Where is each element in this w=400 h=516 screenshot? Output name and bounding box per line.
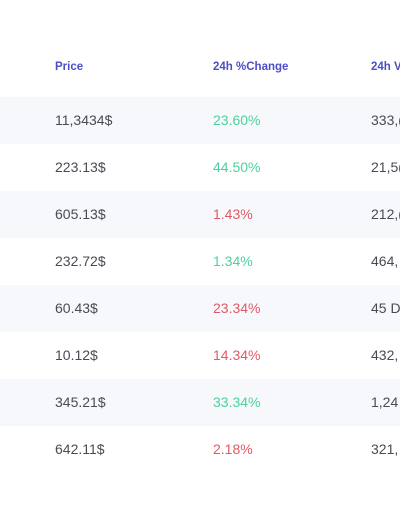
table-row[interactable]: 11,3434$ 23.60% 333,( xyxy=(0,97,400,144)
change-cell: 23.60% xyxy=(213,112,261,128)
market-table: Price 24h %Change 24h V 11,3434$ 23.60% 33… xyxy=(0,22,400,473)
change-cell: 14.34% xyxy=(213,347,261,363)
table-row[interactable]: 605.13$ 1.43% 212,( xyxy=(0,191,400,238)
table-row[interactable]: 345.21$ 33.34% 1,24 xyxy=(0,379,400,426)
volume-cell: 464, xyxy=(371,253,399,269)
price-cell: 605.13$ xyxy=(55,206,106,222)
column-header-24h-volume[interactable]: 24h V xyxy=(371,61,400,73)
price-cell: 11,3434$ xyxy=(55,112,113,128)
volume-cell: 1,24 xyxy=(371,394,399,410)
change-cell: 1.43% xyxy=(213,206,253,222)
table-body: 11,3434$ 23.60% 333,( 223.13$ 44.50% 21,5( 605… xyxy=(0,97,400,473)
table-header: Price 24h %Change 24h V xyxy=(0,22,400,97)
volume-cell: 333,( xyxy=(371,112,400,128)
table-row[interactable]: 60.43$ 23.34% 45 D xyxy=(0,285,400,332)
price-cell: 10.12$ xyxy=(55,347,98,363)
change-cell: 2.18% xyxy=(213,441,253,457)
volume-cell: 212,( xyxy=(371,206,400,222)
change-cell: 23.34% xyxy=(213,300,261,316)
table-row[interactable]: 232.72$ 1.34% 464, xyxy=(0,238,400,285)
change-cell: 33.34% xyxy=(213,394,261,410)
volume-cell: 321, xyxy=(371,441,399,457)
column-header-24h-change[interactable]: 24h %Change xyxy=(213,61,289,73)
volume-cell: 432, xyxy=(371,347,399,363)
price-cell: 642.11$ xyxy=(55,441,105,457)
volume-cell: 45 D xyxy=(371,300,400,316)
price-cell: 232.72$ xyxy=(55,253,106,269)
table-row[interactable]: 642.11$ 2.18% 321, xyxy=(0,426,400,473)
price-cell: 345.21$ xyxy=(55,394,106,410)
price-cell: 223.13$ xyxy=(55,159,106,175)
column-header-price[interactable]: Price xyxy=(55,61,84,73)
price-cell: 60.43$ xyxy=(55,300,98,316)
change-cell: 1.34% xyxy=(213,253,253,269)
table-row[interactable]: 223.13$ 44.50% 21,5( xyxy=(0,144,400,191)
change-cell: 44.50% xyxy=(213,159,261,175)
table-row[interactable]: 10.12$ 14.34% 432, xyxy=(0,332,400,379)
volume-cell: 21,5( xyxy=(371,159,400,175)
